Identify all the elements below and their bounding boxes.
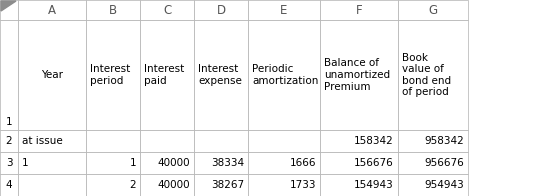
Text: Interest
period: Interest period bbox=[90, 64, 130, 86]
Bar bbox=[86, 152, 140, 174]
Bar bbox=[0, 130, 18, 152]
Bar bbox=[194, 20, 248, 130]
Text: 958342: 958342 bbox=[424, 136, 464, 146]
Bar bbox=[18, 174, 86, 196]
Text: 1: 1 bbox=[22, 158, 29, 168]
Bar bbox=[86, 130, 140, 152]
Bar bbox=[320, 152, 398, 174]
Text: Book
value of
bond end
of period: Book value of bond end of period bbox=[402, 53, 451, 97]
Text: 40000: 40000 bbox=[158, 180, 190, 190]
Bar bbox=[18, 152, 86, 174]
Bar bbox=[18, 0, 86, 20]
Text: C: C bbox=[163, 4, 171, 16]
Bar bbox=[0, 20, 18, 130]
Text: Periodic
amortization: Periodic amortization bbox=[252, 64, 318, 86]
Bar bbox=[398, 130, 468, 152]
Text: Year: Year bbox=[41, 70, 63, 80]
Text: 40000: 40000 bbox=[158, 158, 190, 168]
Text: B: B bbox=[109, 4, 117, 16]
Text: 156676: 156676 bbox=[354, 158, 394, 168]
Bar bbox=[86, 0, 140, 20]
Bar bbox=[194, 130, 248, 152]
Bar bbox=[194, 152, 248, 174]
Bar bbox=[398, 0, 468, 20]
Text: 38267: 38267 bbox=[211, 180, 244, 190]
Text: 1: 1 bbox=[129, 158, 136, 168]
Bar bbox=[248, 174, 320, 196]
Text: 154943: 154943 bbox=[354, 180, 394, 190]
Bar bbox=[140, 152, 194, 174]
Bar bbox=[0, 152, 18, 174]
Text: 2: 2 bbox=[6, 136, 12, 146]
Bar bbox=[0, 174, 18, 196]
Bar bbox=[140, 20, 194, 130]
Text: 1733: 1733 bbox=[289, 180, 316, 190]
Text: A: A bbox=[48, 4, 56, 16]
Text: 158342: 158342 bbox=[354, 136, 394, 146]
Bar bbox=[140, 0, 194, 20]
Text: 2: 2 bbox=[129, 180, 136, 190]
Text: Interest
paid: Interest paid bbox=[144, 64, 184, 86]
Text: D: D bbox=[216, 4, 225, 16]
Bar bbox=[320, 174, 398, 196]
Bar bbox=[140, 130, 194, 152]
Text: 954943: 954943 bbox=[424, 180, 464, 190]
Bar bbox=[194, 174, 248, 196]
Bar bbox=[0, 0, 18, 20]
Text: G: G bbox=[428, 4, 437, 16]
Text: at issue: at issue bbox=[22, 136, 63, 146]
Text: 1666: 1666 bbox=[289, 158, 316, 168]
Bar bbox=[86, 174, 140, 196]
Text: 4: 4 bbox=[6, 180, 12, 190]
Text: E: E bbox=[280, 4, 288, 16]
Bar bbox=[320, 0, 398, 20]
Bar bbox=[248, 20, 320, 130]
Bar bbox=[320, 20, 398, 130]
Bar bbox=[86, 20, 140, 130]
Bar bbox=[248, 0, 320, 20]
Text: F: F bbox=[356, 4, 362, 16]
Bar bbox=[320, 130, 398, 152]
Bar bbox=[140, 174, 194, 196]
Bar bbox=[248, 152, 320, 174]
Text: Balance of
unamortized
Premium: Balance of unamortized Premium bbox=[324, 58, 390, 92]
Bar bbox=[398, 174, 468, 196]
Text: 956676: 956676 bbox=[424, 158, 464, 168]
Bar bbox=[18, 20, 86, 130]
Text: 3: 3 bbox=[6, 158, 12, 168]
Bar bbox=[248, 130, 320, 152]
Text: 1: 1 bbox=[6, 117, 12, 127]
Text: Interest
expense: Interest expense bbox=[198, 64, 242, 86]
Bar bbox=[18, 130, 86, 152]
Bar bbox=[398, 152, 468, 174]
Bar bbox=[398, 20, 468, 130]
Polygon shape bbox=[1, 1, 16, 11]
Bar bbox=[194, 0, 248, 20]
Text: 38334: 38334 bbox=[211, 158, 244, 168]
